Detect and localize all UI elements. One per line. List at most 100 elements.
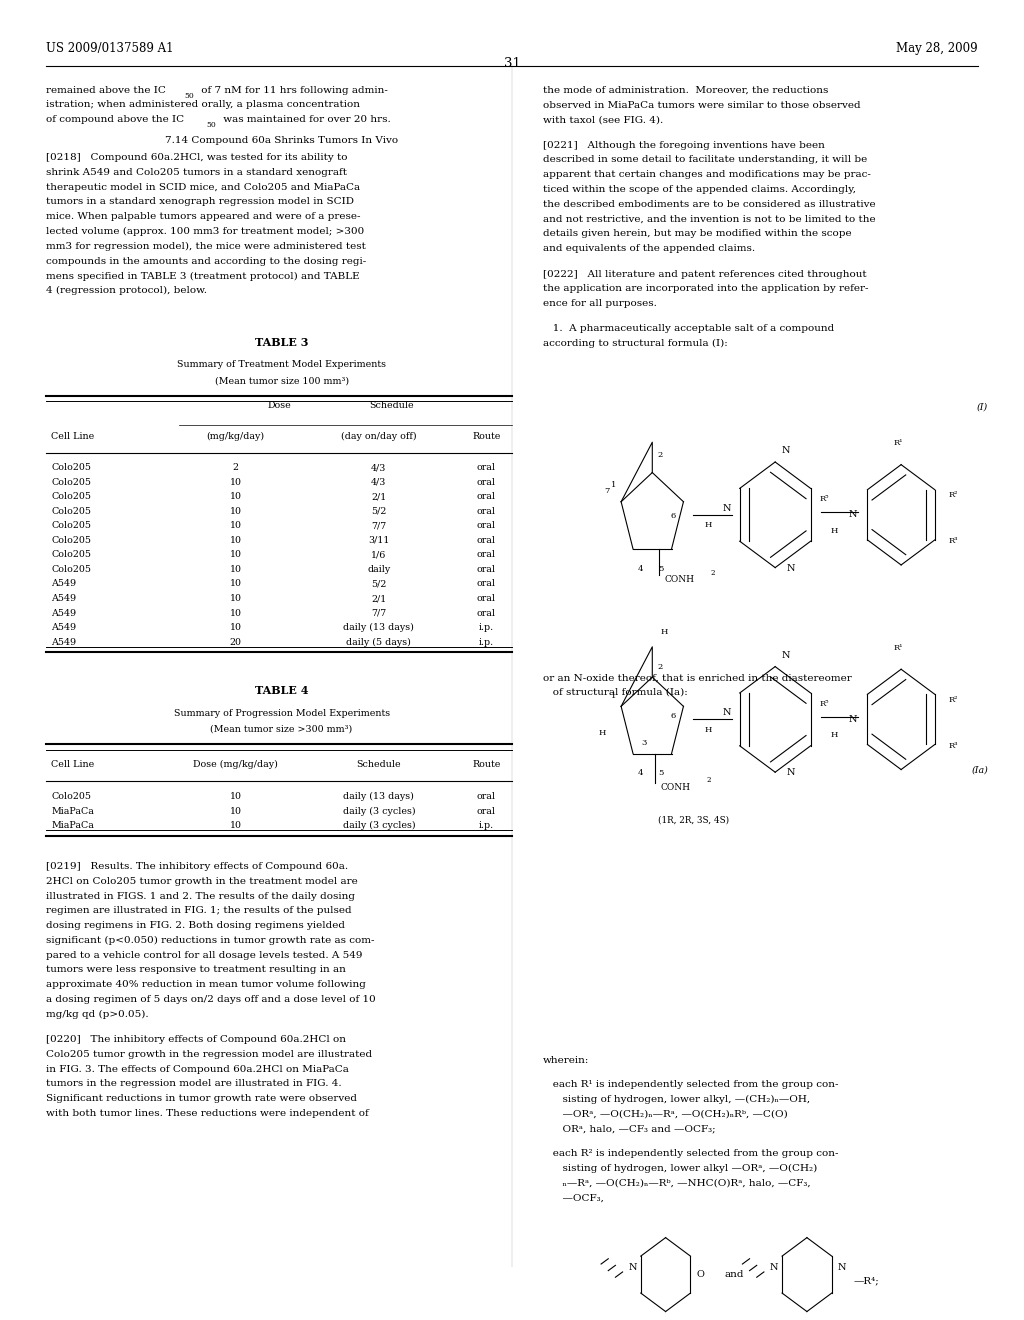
Text: and not restrictive, and the invention is not to be limited to the: and not restrictive, and the invention i… xyxy=(543,215,876,223)
Text: A549: A549 xyxy=(51,594,77,603)
Text: daily (3 cycles): daily (3 cycles) xyxy=(343,807,415,816)
Text: —R⁴;: —R⁴; xyxy=(854,1276,880,1286)
Text: 4/3: 4/3 xyxy=(371,463,387,473)
Text: tumors were less responsive to treatment resulting in an: tumors were less responsive to treatment… xyxy=(46,965,346,974)
Text: Colo205: Colo205 xyxy=(51,536,91,545)
Text: [0218]   Compound 60a.2HCl, was tested for its ability to: [0218] Compound 60a.2HCl, was tested for… xyxy=(46,153,347,162)
Text: 2/1: 2/1 xyxy=(372,594,386,603)
Text: N: N xyxy=(786,768,795,777)
Text: 2: 2 xyxy=(657,451,663,459)
Text: N: N xyxy=(781,446,790,455)
Text: oral: oral xyxy=(477,550,496,560)
Text: US 2009/0137589 A1: US 2009/0137589 A1 xyxy=(46,42,174,55)
Text: oral: oral xyxy=(477,507,496,516)
Text: (day on/day off): (day on/day off) xyxy=(341,432,417,441)
Text: details given herein, but may be modified within the scope: details given herein, but may be modifie… xyxy=(543,230,851,239)
Text: 2: 2 xyxy=(232,463,239,473)
Text: 1: 1 xyxy=(610,692,616,700)
Text: sisting of hydrogen, lower alkyl, —(CH₂)ₙ—OH,: sisting of hydrogen, lower alkyl, —(CH₂)… xyxy=(543,1094,810,1104)
Text: 10: 10 xyxy=(229,609,242,618)
Text: [0222]   All literature and patent references cited throughout: [0222] All literature and patent referen… xyxy=(543,269,866,279)
Text: oral: oral xyxy=(477,792,496,801)
Text: in FIG. 3. The effects of Compound 60a.2HCl on MiaPaCa: in FIG. 3. The effects of Compound 60a.2… xyxy=(46,1065,349,1073)
Text: oral: oral xyxy=(477,579,496,589)
Text: A549: A549 xyxy=(51,623,77,632)
Text: H: H xyxy=(660,628,668,636)
Text: 2: 2 xyxy=(707,776,711,784)
Text: TABLE 4: TABLE 4 xyxy=(255,685,308,696)
Text: CONH: CONH xyxy=(665,576,694,585)
Text: 1/6: 1/6 xyxy=(371,550,387,560)
Text: H: H xyxy=(705,726,712,734)
Text: N: N xyxy=(629,1263,637,1272)
Text: 2/1: 2/1 xyxy=(372,492,386,502)
Text: compounds in the amounts and according to the dosing regi-: compounds in the amounts and according t… xyxy=(46,256,367,265)
Text: Schedule: Schedule xyxy=(370,401,414,411)
Text: oral: oral xyxy=(477,521,496,531)
Text: Route: Route xyxy=(472,432,501,441)
Text: Dose: Dose xyxy=(267,401,291,411)
Text: [0220]   The inhibitory effects of Compound 60a.2HCl on: [0220] The inhibitory effects of Compoun… xyxy=(46,1035,346,1044)
Text: tumors in a standard xenograph regression model in SCID: tumors in a standard xenograph regressio… xyxy=(46,198,354,206)
Text: R¹: R¹ xyxy=(893,644,903,652)
Text: i.p.: i.p. xyxy=(479,821,494,830)
Text: oral: oral xyxy=(477,463,496,473)
Text: R³: R³ xyxy=(948,742,957,750)
Text: described in some detail to facilitate understanding, it will be: described in some detail to facilitate u… xyxy=(543,156,867,165)
Text: 31: 31 xyxy=(504,57,520,70)
Text: mm3 for regression model), the mice were administered test: mm3 for regression model), the mice were… xyxy=(46,242,366,251)
Text: (Ia): (Ia) xyxy=(972,766,988,775)
Text: lected volume (approx. 100 mm3 for treatment model; >300: lected volume (approx. 100 mm3 for treat… xyxy=(46,227,365,236)
Text: therapeutic model in SCID mice, and Colo205 and MiaPaCa: therapeutic model in SCID mice, and Colo… xyxy=(46,182,360,191)
Text: —OCF₃,: —OCF₃, xyxy=(543,1193,603,1203)
Text: i.p.: i.p. xyxy=(479,623,494,632)
Text: 10: 10 xyxy=(229,492,242,502)
Text: 10: 10 xyxy=(229,536,242,545)
Text: 7.14 Compound 60a Shrinks Tumors In Vivo: 7.14 Compound 60a Shrinks Tumors In Vivo xyxy=(165,136,398,145)
Text: pared to a vehicle control for all dosage levels tested. A 549: pared to a vehicle control for all dosag… xyxy=(46,950,362,960)
Text: with taxol (see FIG. 4).: with taxol (see FIG. 4). xyxy=(543,115,663,124)
Text: Colo205: Colo205 xyxy=(51,550,91,560)
Text: Summary of Treatment Model Experiments: Summary of Treatment Model Experiments xyxy=(177,360,386,370)
Text: wherein:: wherein: xyxy=(543,1056,589,1065)
Text: of compound above the IC: of compound above the IC xyxy=(46,115,184,124)
Text: oral: oral xyxy=(477,536,496,545)
Text: 10: 10 xyxy=(229,521,242,531)
Text: of structural formula (Ia):: of structural formula (Ia): xyxy=(543,688,687,697)
Text: H: H xyxy=(830,731,838,739)
Text: ₙ—Rᵃ, —O(CH₂)ₙ—Rᵇ, —NHC(O)Rᵃ, halo, —CF₃,: ₙ—Rᵃ, —O(CH₂)ₙ—Rᵇ, —NHC(O)Rᵃ, halo, —CF₃… xyxy=(543,1179,810,1188)
Text: oral: oral xyxy=(477,565,496,574)
Text: 10: 10 xyxy=(229,623,242,632)
Text: apparent that certain changes and modifications may be prac-: apparent that certain changes and modifi… xyxy=(543,170,870,180)
Text: Dose (mg/kg/day): Dose (mg/kg/day) xyxy=(194,760,278,770)
Text: shrink A549 and Colo205 tumors in a standard xenograft: shrink A549 and Colo205 tumors in a stan… xyxy=(46,168,347,177)
Text: May 28, 2009: May 28, 2009 xyxy=(896,42,978,55)
Text: R⁵: R⁵ xyxy=(819,495,828,503)
Text: each R² is independently selected from the group con-: each R² is independently selected from t… xyxy=(543,1150,839,1159)
Text: Colo205: Colo205 xyxy=(51,565,91,574)
Text: (I): (I) xyxy=(977,403,988,412)
Text: (Mean tumor size >300 mm³): (Mean tumor size >300 mm³) xyxy=(211,725,352,734)
Text: 7/7: 7/7 xyxy=(372,521,386,531)
Text: A549: A549 xyxy=(51,609,77,618)
Text: Route: Route xyxy=(472,760,501,770)
Text: and equivalents of the appended claims.: and equivalents of the appended claims. xyxy=(543,244,755,253)
Text: tumors in the regression model are illustrated in FIG. 4.: tumors in the regression model are illus… xyxy=(46,1080,342,1089)
Text: N: N xyxy=(723,709,731,717)
Text: illustrated in FIGS. 1 and 2. The results of the daily dosing: illustrated in FIGS. 1 and 2. The result… xyxy=(46,891,355,900)
Text: 50: 50 xyxy=(207,121,217,129)
Text: 6: 6 xyxy=(670,512,675,520)
Text: [0219]   Results. The inhibitory effects of Compound 60a.: [0219] Results. The inhibitory effects o… xyxy=(46,862,348,871)
Text: mg/kg qd (p>0.05).: mg/kg qd (p>0.05). xyxy=(46,1010,148,1019)
Text: H: H xyxy=(830,527,838,535)
Text: N: N xyxy=(849,511,857,519)
Text: [0221]   Although the foregoing inventions have been: [0221] Although the foregoing inventions… xyxy=(543,141,824,149)
Text: oral: oral xyxy=(477,609,496,618)
Text: 10: 10 xyxy=(229,579,242,589)
Text: MiaPaCa: MiaPaCa xyxy=(51,821,94,830)
Text: Summary of Progression Model Experiments: Summary of Progression Model Experiments xyxy=(173,709,390,718)
Text: 5: 5 xyxy=(658,770,664,777)
Text: Colo205: Colo205 xyxy=(51,478,91,487)
Text: ence for all purposes.: ence for all purposes. xyxy=(543,300,656,308)
Text: (1R, 2R, 3S, 4S): (1R, 2R, 3S, 4S) xyxy=(657,816,729,825)
